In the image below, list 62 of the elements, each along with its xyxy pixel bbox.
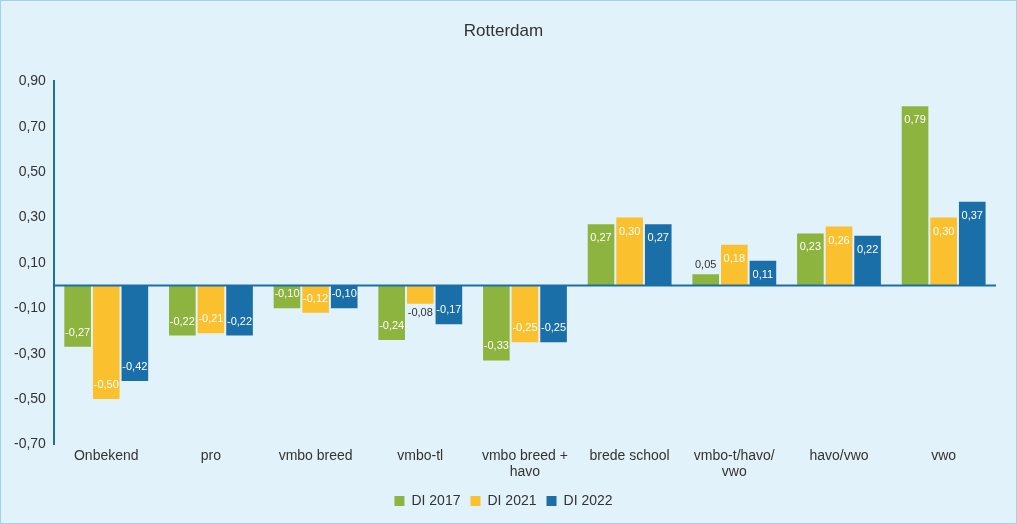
x-tick-label: vwo (931, 446, 957, 463)
data-label: 0,30 (932, 224, 955, 237)
data-label: 0,11 (752, 267, 774, 280)
bar (930, 217, 957, 286)
chart-title: Rotterdam (463, 20, 544, 40)
bar (797, 233, 824, 286)
data-label: 0,79 (904, 113, 926, 126)
data-label: -0,33 (483, 339, 509, 352)
y-tick-label: -0,30 (13, 344, 47, 361)
legend-label: DI 2022 (563, 491, 613, 508)
data-label: 0,30 (618, 224, 641, 237)
data-label: -0,10 (331, 287, 357, 300)
data-label: -0,25 (541, 321, 567, 334)
bar (406, 285, 434, 304)
data-label: 0,05 (694, 258, 717, 271)
y-tick-label: -0,70 (13, 435, 47, 452)
x-tick-label: pro (200, 446, 222, 463)
legend-label: DI 2017 (411, 491, 461, 508)
data-label: -0,22 (227, 314, 253, 327)
bar (92, 285, 120, 400)
data-label: 0,37 (961, 208, 983, 221)
bar (64, 285, 91, 347)
y-tick-label: -0,10 (13, 299, 47, 316)
x-tick-label: Onbekend (73, 446, 139, 463)
data-label: 0,18 (723, 251, 746, 264)
x-tick-label: vmbo-tl (397, 446, 444, 463)
bar (587, 224, 615, 286)
data-label: -0,21 (198, 312, 224, 325)
data-label: 0,22 (856, 242, 879, 255)
data-label: -0,22 (169, 314, 195, 327)
data-label: 0,27 (590, 231, 612, 244)
y-tick-label: -0,50 (13, 389, 47, 406)
x-tick-label: vmbo breed (278, 446, 353, 463)
data-label: -0,27 (65, 325, 91, 338)
data-label: -0,12 (303, 291, 329, 304)
data-label: -0,42 (122, 359, 148, 372)
x-tick-label: vmbo-t/havo/vwo (693, 446, 775, 480)
data-label: -0,50 (93, 378, 119, 391)
y-tick-label: 0,90 (18, 72, 47, 89)
bar (169, 285, 196, 336)
bar (483, 285, 510, 361)
data-label: -0,10 (274, 287, 300, 300)
bar (721, 244, 748, 286)
bar (616, 217, 643, 286)
y-tick-label: 0,30 (18, 208, 47, 225)
bar (378, 285, 405, 341)
data-label: 0,26 (828, 233, 850, 246)
data-label: 0,23 (799, 240, 822, 253)
data-label: -0,25 (512, 321, 538, 334)
x-tick-label: vmbo breed + havo (481, 446, 568, 480)
data-label: -0,17 (436, 303, 462, 316)
data-label: -0,08 (407, 305, 433, 318)
y-tick-label: 0,10 (18, 253, 47, 270)
y-tick-label: 0,70 (18, 117, 47, 134)
y-tick-label: 0,50 (18, 163, 47, 180)
x-tick-label: havo/vwo (809, 446, 869, 463)
x-tick-label: brede school (589, 446, 670, 463)
bar (692, 274, 719, 286)
legend-label: DI 2021 (487, 491, 537, 508)
data-label: -0,24 (379, 319, 405, 332)
data-label: 0,27 (647, 231, 669, 244)
bar (901, 106, 929, 286)
